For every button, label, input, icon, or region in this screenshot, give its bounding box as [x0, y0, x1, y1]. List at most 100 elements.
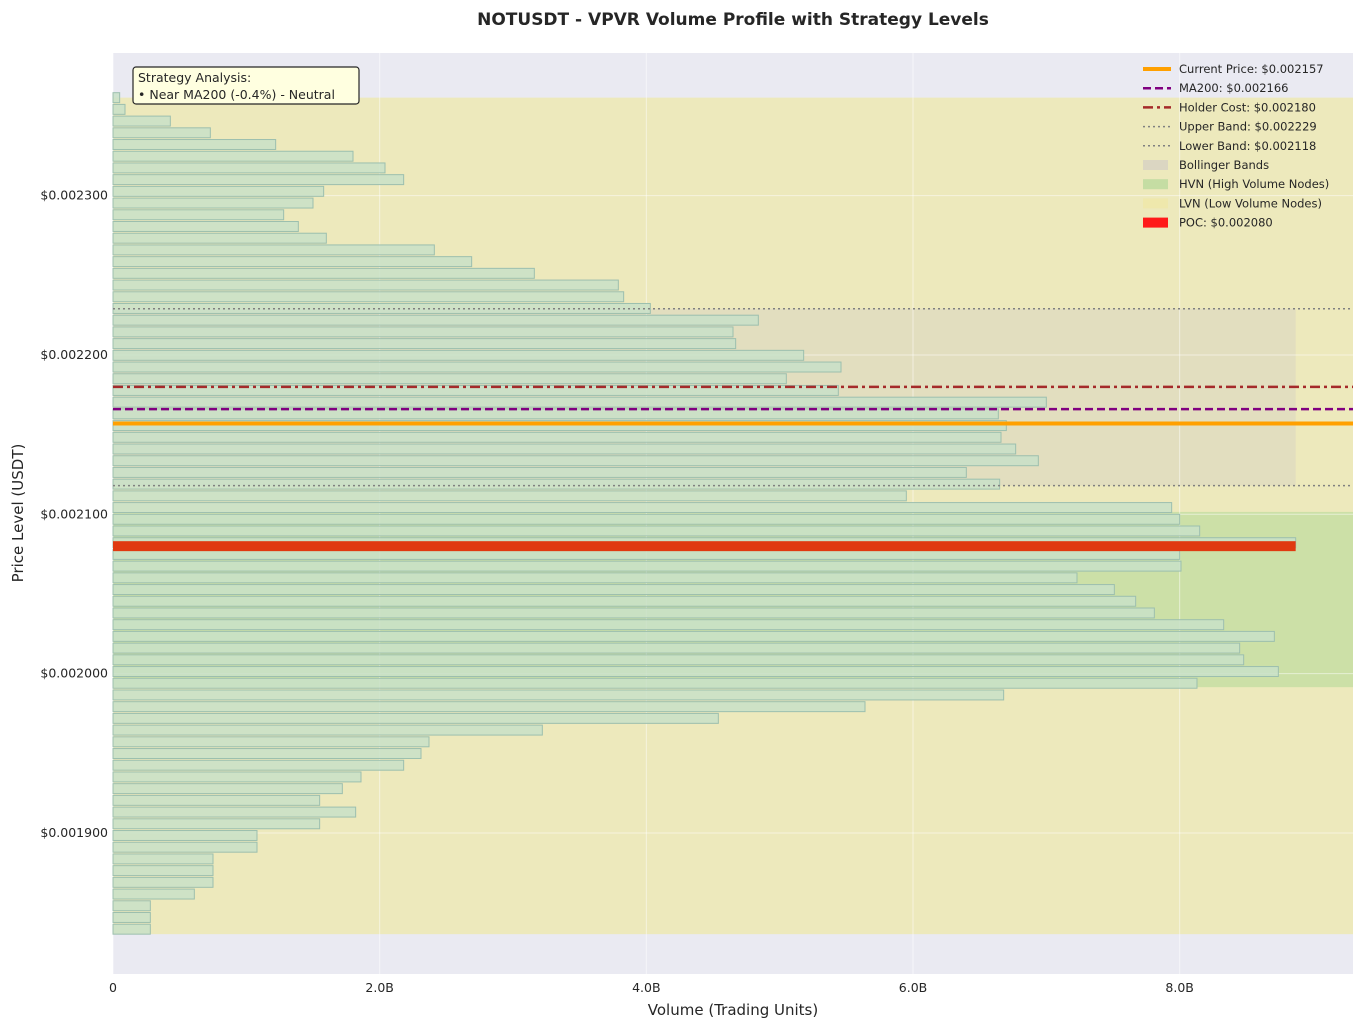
volume-bar [112, 689, 1005, 701]
volume-bar [112, 174, 405, 186]
volume-bar [112, 748, 422, 759]
volume-bar [112, 900, 151, 912]
x-tick-label: 6.0B [899, 980, 927, 995]
volume-bar [112, 384, 839, 396]
legend-label: Current Price: $0.002157 [1179, 62, 1324, 76]
volume-bar [112, 420, 1007, 432]
volume-bar [112, 560, 1182, 572]
volume-bar [112, 853, 214, 865]
y-tick-label: $0.002300 [40, 188, 108, 203]
y-axis-ticks: $0.001900 $0.002000 $0.002100 $0.002200 $0.0… [40, 188, 108, 840]
volume-bar [112, 291, 625, 303]
volume-bar [112, 326, 734, 338]
volume-bar [112, 408, 999, 420]
level-lines [113, 307, 1353, 487]
volume-bar [112, 888, 195, 900]
legend-label: Upper Band: $0.002229 [1179, 120, 1317, 134]
volume-bar [112, 256, 473, 268]
x-axis-label: Volume (Trading Units) [648, 1001, 818, 1019]
volume-bar [112, 361, 842, 373]
volume-bar [112, 841, 258, 853]
volume-bar [112, 455, 1039, 467]
volume-bar [112, 232, 327, 244]
volume-bar [112, 525, 1201, 537]
x-tick-label: 0 [109, 980, 117, 995]
volume-bar [112, 595, 1137, 607]
volume-bar [112, 349, 805, 361]
volume-bar [112, 209, 285, 221]
volume-bar [112, 677, 1198, 689]
y-axis-label: Price Level (USDT) [9, 444, 27, 583]
volume-bar [112, 103, 126, 115]
volume-bar [112, 759, 405, 771]
volume-bar [112, 642, 1241, 654]
volume-bar [112, 221, 299, 232]
volume-bar [112, 806, 357, 818]
volume-bar [112, 911, 151, 923]
volume-bar [112, 584, 1115, 596]
volume-bar [112, 572, 1078, 584]
volume-bar [112, 724, 543, 736]
x-tick-label: 4.0B [632, 980, 660, 995]
volume-bar [112, 185, 325, 197]
volume-bar [112, 666, 1279, 678]
x-axis-ticks: 0 2.0B 4.0B 6.0B 8.0B [109, 980, 1194, 995]
volume-bar [112, 279, 619, 291]
annotation-box [132, 66, 360, 105]
volume-bar [112, 712, 719, 724]
volume-bar [112, 396, 1047, 408]
volume-bar [112, 701, 866, 713]
volume-bar [112, 373, 787, 385]
volume-bar [112, 150, 354, 162]
legend-patch-swatch [1143, 217, 1168, 228]
y-tick-label: $0.001900 [40, 825, 108, 840]
legend-patch-swatch [1143, 198, 1168, 209]
legend-label: POC: $0.002080 [1179, 216, 1273, 230]
volume-bar [112, 923, 151, 935]
volume-bar [112, 502, 1173, 514]
legend-patch-swatch [1143, 160, 1168, 170]
volume-bar [112, 244, 435, 256]
volume-bar [112, 736, 430, 748]
volume-bars [112, 92, 1297, 935]
volume-bar [112, 314, 759, 326]
annotation-line: • Near MA200 (-0.4%) - Neutral [138, 87, 335, 102]
poc-bar [113, 541, 1296, 552]
volume-bar [112, 338, 737, 350]
y-tick-label: $0.002200 [40, 347, 108, 362]
volume-bar [112, 115, 171, 127]
volume-bar [112, 876, 214, 888]
volume-bar [112, 513, 1181, 525]
volume-bar [112, 443, 1017, 455]
volume-bar [112, 162, 386, 174]
legend-label: HVN (High Volume Nodes) [1179, 177, 1329, 191]
volume-bar [112, 619, 1225, 631]
legend-label: Lower Band: $0.002118 [1179, 139, 1316, 153]
y-tick-label: $0.002100 [40, 506, 108, 521]
volume-bar [112, 630, 1275, 642]
volume-bar [112, 783, 343, 795]
volume-bar [112, 92, 121, 104]
volume-bar [112, 197, 314, 209]
strategy-annotation: Strategy Analysis: • Near MA200 (-0.4%) … [132, 66, 360, 105]
x-tick-label: 8.0B [1165, 980, 1193, 995]
volume-bar [112, 654, 1245, 666]
volume-bar [112, 771, 362, 783]
annotation-title: Strategy Analysis: [138, 70, 251, 85]
legend-label: Holder Cost: $0.002180 [1179, 100, 1316, 114]
chart-title: NOTUSDT - VPVR Volume Profile with Strat… [477, 10, 989, 30]
volume-bar [112, 478, 1001, 490]
volume-bar [112, 794, 321, 806]
legend: Current Price: $0.002157 MA200: $0.002166… [1143, 62, 1329, 230]
volume-bar [112, 607, 1155, 619]
x-tick-label: 2.0B [365, 980, 393, 995]
volume-bar [112, 127, 211, 139]
legend-label: LVN (Low Volume Nodes) [1179, 196, 1322, 210]
volume-bar [112, 267, 535, 279]
legend-label: Bollinger Bands [1179, 158, 1269, 172]
volume-bar [112, 490, 907, 502]
y-tick-label: $0.002000 [40, 666, 108, 681]
legend-label: MA200: $0.002166 [1179, 81, 1288, 95]
volume-bar [112, 431, 1002, 443]
